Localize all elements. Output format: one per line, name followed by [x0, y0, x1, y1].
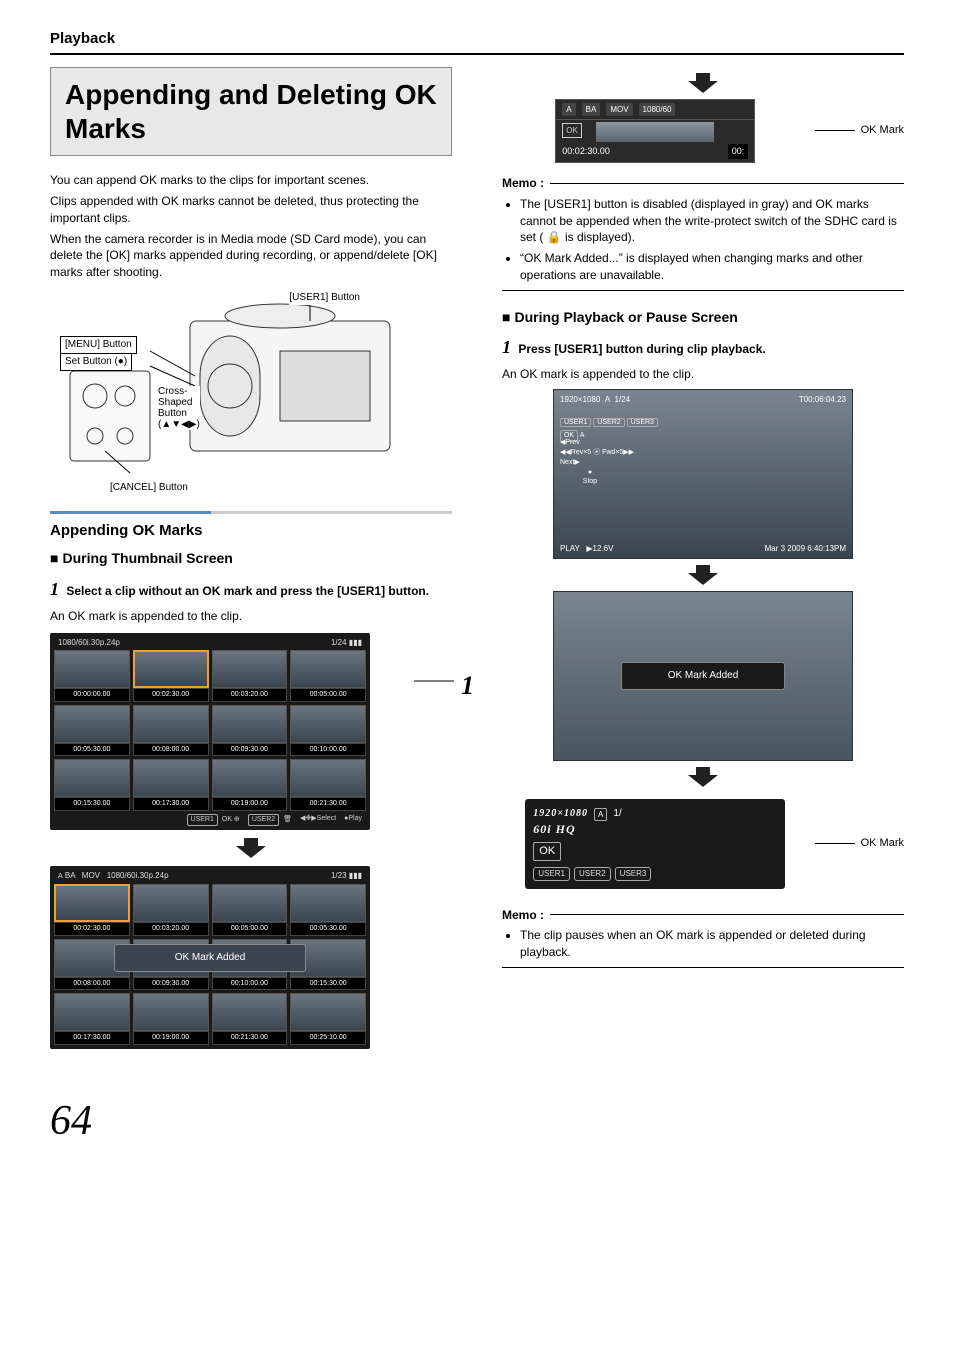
label-cancel: [CANCEL] Button: [110, 481, 188, 495]
thumbnail-screen-before: 1080/60i.30p.24p 1/24 ▮▮▮ 00:00:00.00 00…: [50, 633, 370, 830]
label-menu: [MENU] Button: [60, 336, 137, 354]
label-user1: [USER1] Button: [289, 291, 360, 305]
memo-list-1: The [USER1] button is disabled (displaye…: [502, 196, 904, 284]
media-info-bar: ABA MOV 1080/60 OK 00:02:30.00 00:: [555, 99, 755, 163]
memo-list-2: The clip pauses when an OK mark is appen…: [502, 927, 904, 961]
arrow-down-icon: [50, 838, 452, 858]
playback-screen: 1920×1080 A 1/24 T00:06:04.23 USER1 USER…: [553, 389, 853, 559]
intro-p3: When the camera recorder is in Media mod…: [50, 231, 452, 281]
h2-appending: Appending OK Marks: [50, 520, 452, 541]
camera-diagram: [USER1] Button [MENU] Button Set Button …: [50, 291, 420, 491]
page-title: Appending and Deleting OK Marks: [50, 67, 452, 156]
step-1-play-result: An OK mark is appended to the clip.: [502, 366, 904, 383]
page-number: 64: [50, 1097, 904, 1145]
ok-mark-added-banner: OK Mark Added: [114, 944, 306, 972]
memo-header-2: Memo :: [502, 907, 904, 924]
intro-p2: Clips appended with OK marks cannot be d…: [50, 193, 452, 227]
h2-rule: [50, 511, 452, 514]
ok-mark-label-2: OK Mark: [815, 836, 904, 851]
step-1-play: 1 Press [USER1] button during clip playb…: [502, 335, 904, 360]
label-cross: Cross- Shaped Button (▲▼◀▶): [158, 386, 200, 430]
arrow-down-icon: [502, 565, 904, 585]
ok-indicator-panel: 1920×1080 A 1/ 60i HQ OK USER1 USER2 USE…: [525, 799, 785, 888]
step-1-result: An OK mark is appended to the clip.: [50, 608, 452, 625]
thumbnail-screen-after: A BA MOV 1080/60i.30p.24p 1/23 ▮▮▮ 00:02…: [50, 866, 370, 1049]
memo-rule-2: [502, 967, 904, 968]
section-header: Playback: [50, 30, 904, 47]
ok-mark-label: OK Mark: [815, 123, 904, 138]
intro-p1: You can append OK marks to the clips for…: [50, 172, 452, 189]
memo-rule: [502, 290, 904, 291]
h3-playback: During Playback or Pause Screen: [502, 308, 904, 328]
callout-1: 1: [461, 668, 474, 704]
section-rule: [50, 53, 904, 55]
arrow-down-icon: [502, 767, 904, 787]
step-1-thumb: 1 Select a clip without an OK mark and p…: [50, 577, 452, 602]
h3-thumbnail: During Thumbnail Screen: [50, 549, 452, 569]
playback-screen-added: OK Mark Added: [553, 591, 853, 761]
label-set: Set Button (●): [60, 353, 132, 371]
arrow-down-icon: [502, 73, 904, 93]
memo-header: Memo :: [502, 175, 904, 192]
